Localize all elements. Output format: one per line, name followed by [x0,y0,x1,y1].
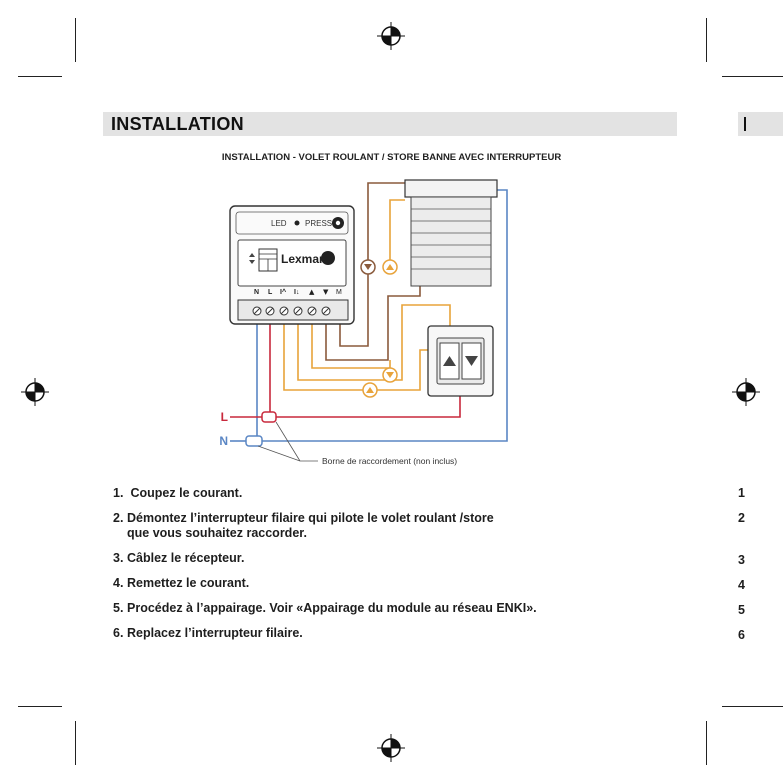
crop-mark [722,706,783,707]
next-page-fragment: 2 [738,511,745,525]
lexman-receiver-module [229,205,355,325]
crop-mark [75,18,76,62]
terminal-label: ▼ [323,288,329,296]
crop-mark [706,721,707,765]
led-label: LED [271,219,287,228]
down-direction-indicator [382,367,398,383]
press-button-icon [332,217,344,229]
crop-mark [18,706,62,707]
wall-switch-icon [427,325,494,397]
registration-mark-icon [21,378,49,406]
next-page-header-fragment [744,117,746,131]
section-title: INSTALLATION [111,114,244,134]
list-item: 2. Démontez l’interrupteur filaire qui pi… [113,511,494,540]
terminal-label: ▲ [309,288,315,296]
line-label: L [221,410,228,424]
crop-mark [722,76,783,77]
section-header-bar [103,112,677,136]
brand-badge-icon [321,251,335,265]
installation-steps: 1. Coupez le courant. 2. Démontez l’inter… [113,486,713,651]
next-page-fragment: 3 [738,553,745,567]
crop-mark [75,721,76,765]
press-label: PRESS [305,219,332,228]
terminal-block [252,306,331,316]
terminal-label: L [268,289,273,296]
next-page-fragment: 6 [738,628,745,642]
connector-note: Borne de raccordement (non inclus) [322,456,457,466]
down-direction-indicator [360,259,376,275]
list-item: 4. Remettez le courant. [113,576,250,590]
switch-wire [283,199,451,391]
registration-mark-icon [732,378,760,406]
line-connector [261,411,277,423]
registration-mark-icon [377,22,405,50]
terminal-label: M [336,289,342,296]
crop-mark [706,18,707,62]
wiring-diagram: LED PRESS Lexman N L I^ I↓ ▲ ▼ M L N Bor… [219,179,508,466]
list-item: 5. Procédez à l’appairage. Voir «Appairag… [113,601,537,615]
list-item: 3. Câblez le récepteur. [113,551,245,565]
next-page-fragment: 5 [738,603,745,617]
list-item: 6. Replacez l’interrupteur filaire. [113,626,303,640]
registration-mark-icon [377,734,405,762]
line-wire [230,318,461,418]
next-page-fragment: 4 [738,578,745,592]
neutral-connector [245,435,263,447]
connector-callout [257,421,318,462]
brand-name: Lexman [281,252,326,266]
list-item: 1. Coupez le courant. [113,486,243,500]
up-direction-indicator [382,259,398,275]
diagram-title: INSTALLATION - VOLET ROULANT / STORE BAN… [221,152,562,163]
crop-mark [18,76,62,77]
terminal-label: N [254,289,259,296]
roller-shutter-icon [404,179,498,287]
terminal-label: I↓ [294,289,299,296]
motor-wire [325,182,421,361]
terminal-label: I^ [280,288,286,296]
next-page-fragment: 1 [738,486,745,500]
up-direction-indicator [362,382,378,398]
neutral-label: N [219,434,228,448]
